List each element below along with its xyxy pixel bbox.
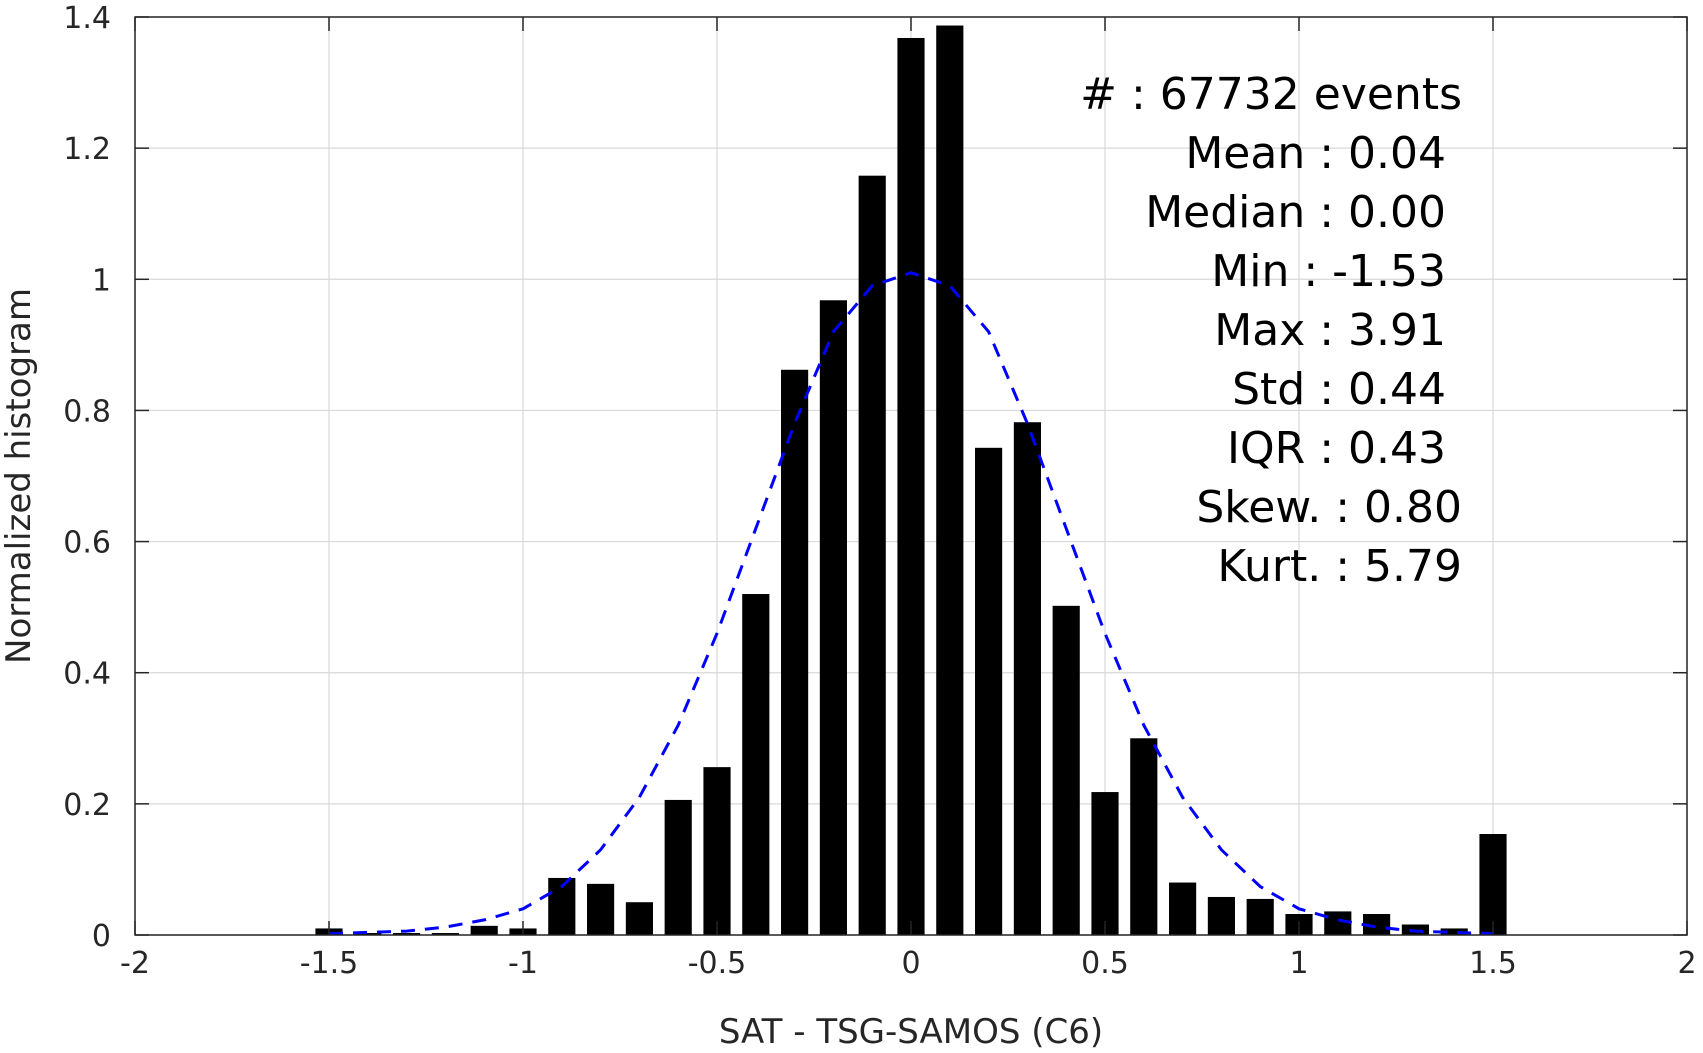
x-axis-title: SAT - TSG-SAMOS (C6) [719,1012,1103,1052]
histogram-bar [703,767,731,935]
histogram-bar [664,799,692,935]
histogram-bar [431,933,459,935]
histogram-bar [587,883,615,935]
stat-line: IQR : 0.43 [1227,423,1446,474]
histogram-bar [1246,898,1274,935]
histogram-bars [315,25,1507,936]
histogram-bar [1169,882,1197,935]
stat-line: Std : 0.44 [1232,364,1446,415]
y-tick-label: 0.8 [63,394,111,429]
histogram-bar [742,594,770,935]
x-tick-label: -1 [508,946,538,981]
axis-ticks [134,16,1688,936]
x-tick-label: 0 [901,946,920,981]
histogram-bar [936,25,964,935]
y-tick-label: 1.4 [63,1,111,36]
x-tick-label: 2 [1677,946,1696,981]
x-tick-label: -0.5 [688,946,747,981]
histogram-bar [1130,738,1158,935]
stat-line: # : 67732 events [1080,69,1462,120]
x-tick-label: 0.5 [1081,946,1129,981]
histogram-bar [1440,928,1468,935]
x-tick-label: -2 [120,946,150,981]
histogram-bar [1324,911,1352,935]
histogram-bar [625,902,653,935]
normal-fit-curve [328,271,1494,936]
y-tick-label: 0 [92,919,111,954]
stat-line: Kurt. : 5.79 [1217,541,1462,592]
histogram-bar [819,300,847,936]
stat-line: Max : 3.91 [1214,305,1446,356]
statistics-annotation: # : 67732 events Mean : 0.04 Median : 0.00… [1080,69,1462,592]
histogram-bar [1363,914,1391,935]
x-tick-label: -1.5 [300,946,359,981]
y-axis-title: Normalized histogram [0,288,39,664]
histogram-bar [858,175,886,935]
x-tick-label: 1 [1289,946,1308,981]
histogram-bar [897,37,925,936]
y-tick-label: 1 [92,263,111,298]
y-tick-label: 1.2 [63,132,111,167]
y-tick-label: 0.4 [63,657,111,692]
histogram-bar [1091,792,1119,935]
histogram-bar [781,369,809,935]
stat-line: Min : -1.53 [1211,246,1446,297]
y-tick-labels: 0 0.2 0.4 0.6 0.8 1 1.2 1.4 [63,1,111,954]
x-tick-labels: -2 -1.5 -1 -0.5 0 0.5 1 1.5 2 [120,946,1697,981]
histogram-bar [975,447,1003,935]
histogram-bar [393,933,421,935]
y-tick-label: 0.6 [63,526,111,561]
histogram-bar [1013,422,1041,935]
stat-line: Mean : 0.04 [1185,128,1446,179]
stat-line: Skew. : 0.80 [1196,482,1462,533]
y-tick-label: 0.2 [63,788,111,823]
x-tick-label: 1.5 [1469,946,1517,981]
stat-line: Median : 0.00 [1145,187,1446,238]
histogram-bar [1479,834,1507,935]
histogram-bar [354,933,382,935]
histogram-bar [1052,605,1080,935]
histogram-bar [1207,896,1235,935]
histogram-bar [470,925,498,935]
